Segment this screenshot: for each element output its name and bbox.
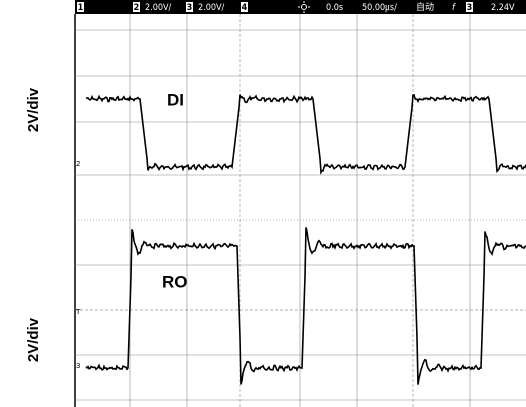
channel-scale: 2.00V/ <box>198 3 225 13</box>
trace-marker: 3 <box>76 362 80 370</box>
channel-number: 2 <box>134 3 140 13</box>
trace-label: RO <box>162 272 188 291</box>
side-label: 2V/div <box>25 87 42 132</box>
trigger-mode: 自动 <box>416 1 434 13</box>
scope-screenshot: 2V/div 2V/div 1 2 2.00V/ 3 2.00V/ 4 0.0s… <box>0 0 526 407</box>
trace-marker: 2 <box>76 160 80 168</box>
timebase: 50.00㎲/ <box>362 3 397 13</box>
trace-label: DI <box>167 90 184 109</box>
channel-number: 3 <box>187 3 193 13</box>
channel-number: 4 <box>242 3 248 13</box>
trigger-source: 3 <box>467 3 473 13</box>
status-bar-bg <box>75 0 526 14</box>
delay: 0.0s <box>326 3 343 13</box>
trigger-level: 2.24V <box>491 3 515 13</box>
background <box>0 0 526 407</box>
side-label: 2V/div <box>25 317 42 362</box>
status-bar: 1 2 2.00V/ 3 2.00V/ 4 0.0s 50.00㎲/ 自动 f … <box>75 0 526 14</box>
channel-number: 1 <box>78 3 84 13</box>
trigger-marker: T <box>75 308 81 316</box>
channel-scale: 2.00V/ <box>145 3 172 13</box>
